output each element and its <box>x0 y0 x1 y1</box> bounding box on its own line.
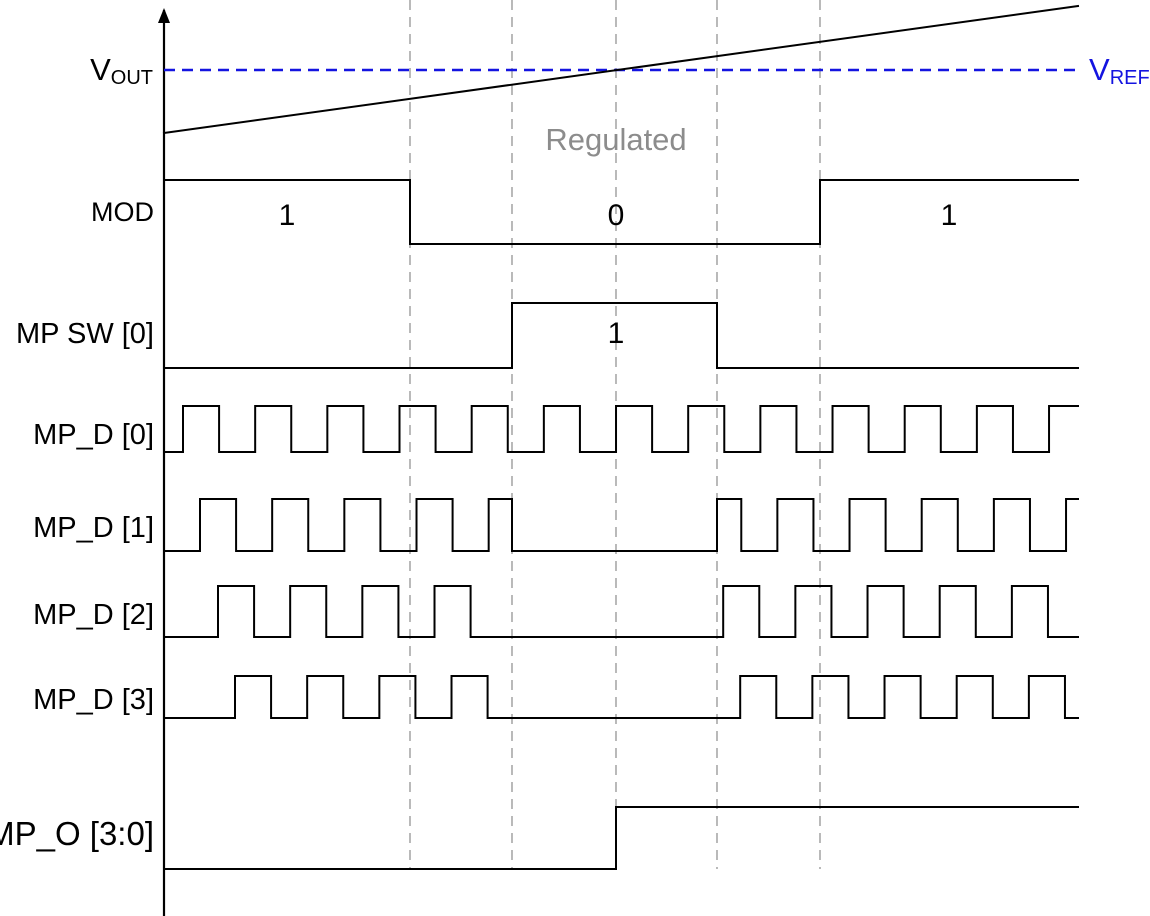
svg-text:Regulated: Regulated <box>545 122 686 157</box>
svg-text:MOD: MOD <box>91 197 154 227</box>
svg-text:MP_D [1]: MP_D [1] <box>33 512 154 544</box>
svg-text:1: 1 <box>279 199 296 232</box>
svg-text:MP_D [2]: MP_D [2] <box>33 599 154 631</box>
svg-text:0: 0 <box>608 199 625 232</box>
svg-text:MP_D [3]: MP_D [3] <box>33 684 154 716</box>
svg-text:MP_D [0]: MP_D [0] <box>33 419 154 451</box>
svg-text:1: 1 <box>608 317 625 350</box>
svg-text:MP_O [3:0]: MP_O [3:0] <box>0 815 154 852</box>
svg-text:1: 1 <box>941 199 958 232</box>
svg-text:MP SW [0]: MP SW [0] <box>16 318 154 350</box>
